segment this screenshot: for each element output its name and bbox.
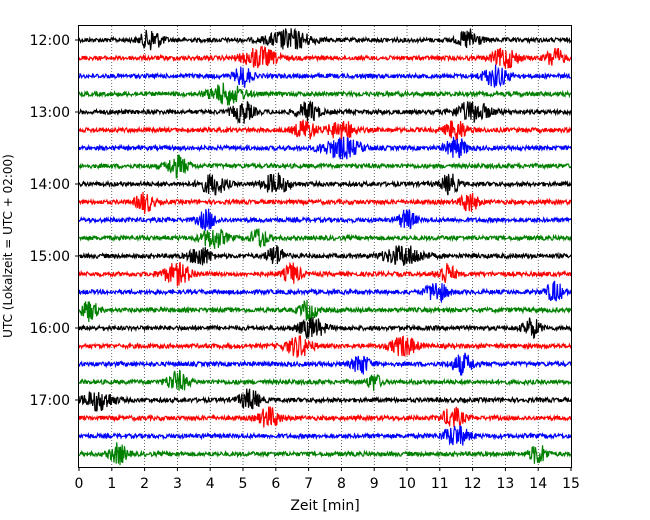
trace-line	[78, 280, 572, 304]
trace-line	[78, 245, 572, 266]
x-tick-label: 12	[464, 476, 482, 492]
y-tick-label: 12:00	[30, 33, 70, 49]
trace-line	[78, 369, 572, 391]
trace-line	[78, 64, 572, 88]
x-axis-ticks: 0 1 2 3 4 5 6 7 8 9 10 11 12 13 14 15	[75, 467, 580, 492]
y-axis-label: UTC (Lokalzeit = UTC + 02:00)	[1, 154, 15, 338]
y-tick-label: 16:00	[30, 321, 70, 337]
trace-line	[78, 316, 572, 340]
trace-line	[78, 27, 572, 51]
trace-line	[78, 352, 572, 376]
trace-line	[78, 99, 572, 125]
trace-line	[78, 208, 572, 231]
x-tick-label: 3	[173, 476, 182, 492]
trace-line	[78, 334, 572, 358]
x-tick-label: 4	[206, 476, 215, 492]
x-tick-label: 7	[304, 476, 313, 492]
trace-line	[78, 261, 572, 287]
trace-line	[78, 425, 572, 446]
x-tick-label: 1	[107, 476, 116, 492]
trace-line	[78, 119, 572, 143]
trace-line	[78, 154, 572, 179]
trace-line	[78, 228, 572, 249]
trace-line	[78, 406, 572, 428]
x-tick-label: 15	[562, 476, 580, 492]
y-tick-label: 15:00	[30, 249, 70, 265]
y-tick-label: 14:00	[30, 177, 70, 193]
trace-line	[78, 136, 572, 160]
trace-line	[78, 45, 572, 69]
x-tick-label: 8	[337, 476, 346, 492]
x-axis-label: Zeit [min]	[290, 498, 359, 514]
trace-line	[78, 299, 572, 323]
trace-line	[78, 442, 572, 466]
x-tick-label: 13	[496, 476, 514, 492]
trace-line	[78, 388, 572, 412]
x-tick-label: 5	[239, 476, 248, 492]
y-tick-label: 17:00	[30, 393, 70, 409]
x-tick-label: 14	[529, 476, 547, 492]
x-tick-label: 9	[370, 476, 379, 492]
seismic-traces	[78, 27, 572, 466]
trace-line	[78, 82, 572, 106]
x-tick-label: 6	[271, 476, 280, 492]
x-tick-label: 2	[140, 476, 149, 492]
x-tick-label: 10	[398, 476, 416, 492]
trace-line	[78, 172, 572, 196]
trace-line	[78, 191, 572, 214]
x-tick-label: 0	[75, 476, 84, 492]
x-tick-label: 11	[431, 476, 449, 492]
y-axis-ticks: 12:00 13:00 14:00 15:00 16:00 17:00	[30, 33, 79, 409]
y-tick-label: 13:00	[30, 105, 70, 121]
plot-frame	[78, 25, 572, 468]
